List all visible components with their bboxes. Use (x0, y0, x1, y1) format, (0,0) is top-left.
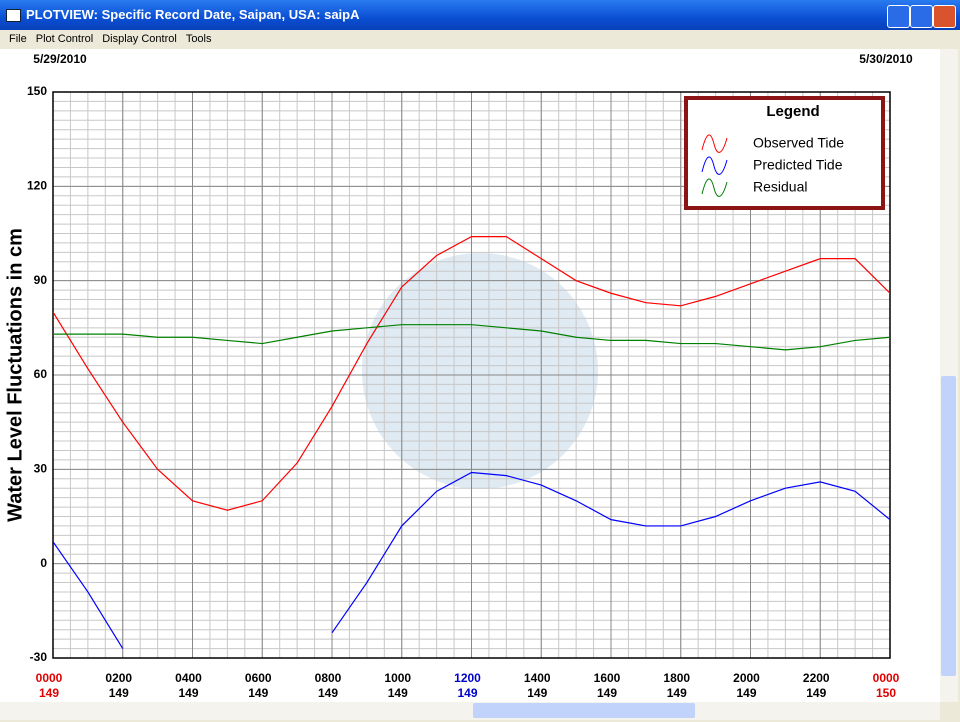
chart: 5/29/2010 5/30/2010 Water Level Fluctuat… (0, 49, 958, 720)
date-right: 5/30/2010 (859, 52, 913, 66)
y-tick-label: 150 (27, 84, 47, 98)
legend-label: Observed Tide (753, 135, 844, 151)
x-tick-day: 149 (736, 686, 756, 700)
menu-item[interactable]: Tools (185, 33, 212, 45)
x-tick-label: 1800 (663, 671, 690, 685)
x-tick-day: 149 (318, 686, 338, 700)
menu-bar: File Plot Control Display Control Tools (0, 30, 960, 49)
x-tick-label: 2000 (733, 671, 760, 685)
x-tick-day: 149 (178, 686, 198, 700)
watermark (362, 253, 598, 489)
maximize-button[interactable] (910, 5, 933, 28)
x-tick-day: 149 (457, 686, 477, 700)
h-scroll-thumb[interactable] (473, 703, 695, 718)
legend-symbol (701, 178, 728, 197)
y-axis-label: Water Level Fluctuations in cm (4, 228, 26, 522)
x-tick-day: 149 (527, 686, 547, 700)
series-line (53, 236, 890, 511)
x-tick-day: 149 (597, 686, 617, 700)
x-tick-label: 1600 (594, 671, 621, 685)
legend-symbol (701, 156, 728, 175)
series-line (53, 471, 890, 649)
y-tick-label: 30 (34, 462, 48, 476)
title-bar: PLOTVIEW: Specific Record Date, Saipan, … (0, 0, 960, 30)
window-title: PLOTVIEW: Specific Record Date, Saipan, … (26, 7, 360, 22)
minimize-button[interactable] (887, 5, 910, 28)
x-tick-label: 0800 (315, 671, 342, 685)
x-tick-label: 2200 (803, 671, 830, 685)
menu-item[interactable]: Plot Control (35, 33, 94, 45)
x-tick-label: 1000 (384, 671, 411, 685)
series-line (53, 324, 890, 351)
x-tick-label: 0600 (245, 671, 272, 685)
y-tick-label: 120 (27, 179, 47, 193)
y-tick-label: -30 (30, 650, 48, 664)
x-tick-label: 1400 (524, 671, 551, 685)
x-tick-label: 0200 (105, 671, 132, 685)
close-button[interactable] (933, 5, 956, 28)
legend-box (684, 96, 885, 210)
menu-item[interactable]: File (9, 33, 27, 45)
legend-title: Legend (766, 103, 819, 120)
x-tick-day: 149 (39, 686, 59, 700)
legend-label: Residual (753, 179, 807, 195)
x-tick-label: 0400 (175, 671, 202, 685)
legend-label: Predicted Tide (753, 157, 843, 173)
x-tick-label: 1200 (454, 671, 481, 685)
h-scrollbar[interactable] (0, 702, 940, 720)
legend-symbol (701, 134, 728, 153)
x-tick-day: 149 (667, 686, 687, 700)
x-tick-label: 0000 (36, 671, 63, 685)
app-icon (6, 9, 21, 22)
x-tick-day: 149 (248, 686, 268, 700)
menu-item[interactable]: Display Control (102, 33, 177, 45)
y-tick-label: 0 (40, 556, 47, 570)
x-tick-day: 149 (109, 686, 129, 700)
v-scroll-thumb[interactable] (941, 376, 956, 676)
x-tick-day: 149 (806, 686, 826, 700)
x-tick-day: 149 (388, 686, 408, 700)
y-tick-label: 90 (34, 273, 48, 287)
plot-frame (52, 91, 891, 659)
date-left: 5/29/2010 (33, 52, 87, 66)
x-tick-label: 0000 (873, 671, 900, 685)
x-tick-day: 150 (876, 686, 896, 700)
y-tick-label: 60 (34, 367, 48, 381)
